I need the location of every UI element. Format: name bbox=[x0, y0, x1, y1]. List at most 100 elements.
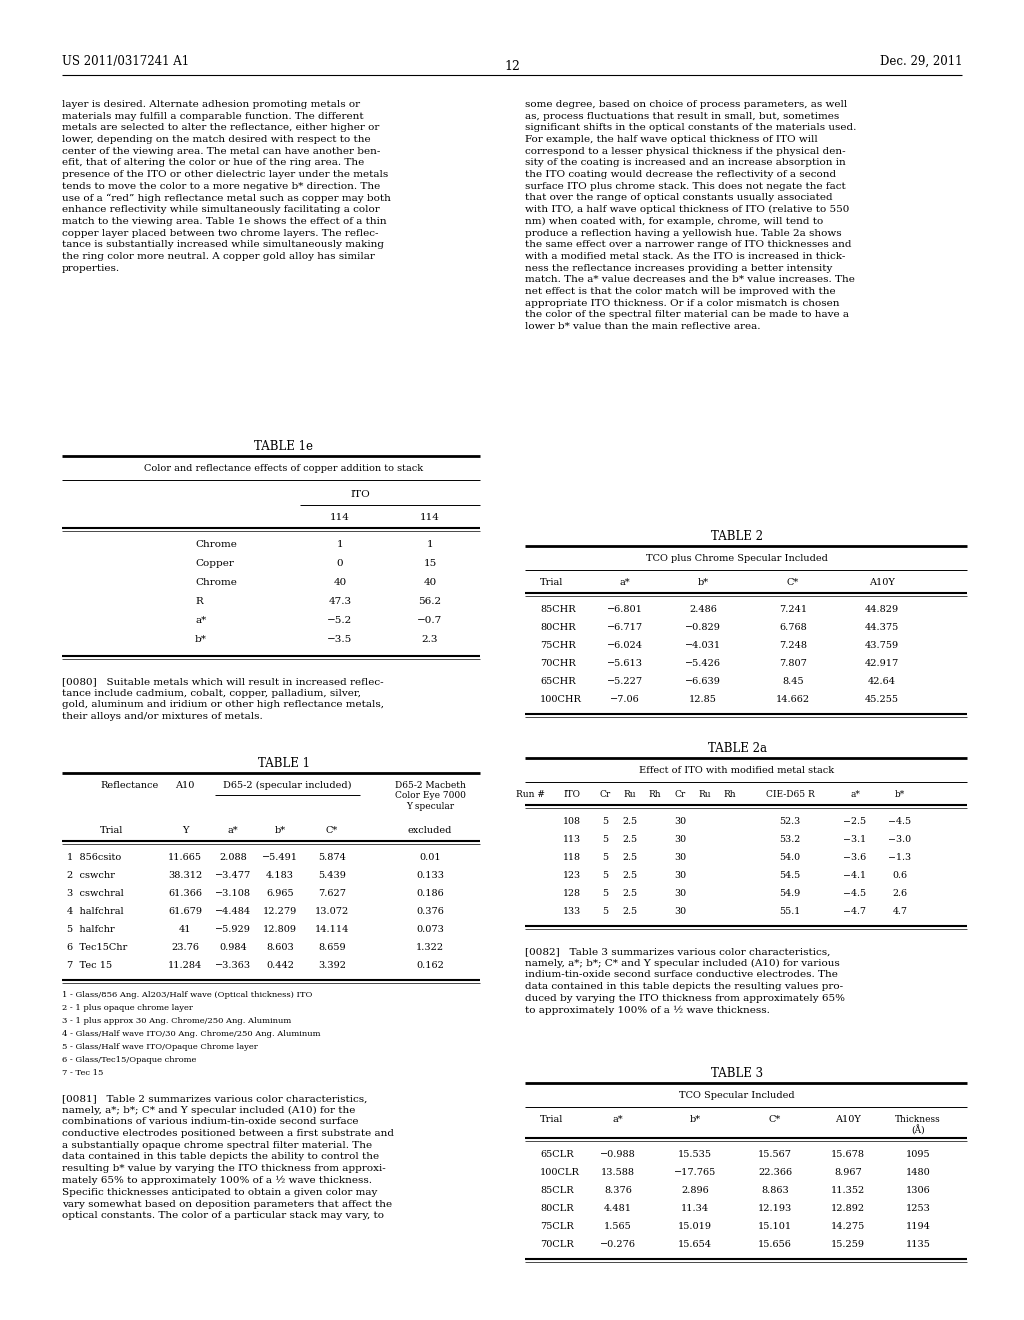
Text: 6.768: 6.768 bbox=[779, 623, 807, 632]
Text: 61.679: 61.679 bbox=[168, 907, 202, 916]
Text: 114: 114 bbox=[420, 513, 440, 521]
Text: 38.312: 38.312 bbox=[168, 871, 202, 880]
Text: 1: 1 bbox=[427, 540, 433, 549]
Text: 2.5: 2.5 bbox=[623, 836, 638, 843]
Text: 1095: 1095 bbox=[905, 1150, 931, 1159]
Text: 2.5: 2.5 bbox=[623, 888, 638, 898]
Text: 8.659: 8.659 bbox=[318, 942, 346, 952]
Text: 30: 30 bbox=[674, 871, 686, 880]
Text: a*: a* bbox=[195, 616, 206, 624]
Text: 15.656: 15.656 bbox=[758, 1239, 792, 1249]
Text: Trial: Trial bbox=[100, 826, 123, 836]
Text: 15.101: 15.101 bbox=[758, 1222, 792, 1232]
Text: 15: 15 bbox=[423, 558, 436, 568]
Text: a*: a* bbox=[227, 826, 239, 836]
Text: −5.2: −5.2 bbox=[328, 616, 352, 624]
Text: 1253: 1253 bbox=[905, 1204, 931, 1213]
Text: [0080]   Suitable metals which will result in increased reflec-
tance include ca: [0080] Suitable metals which will result… bbox=[62, 677, 384, 721]
Text: C*: C* bbox=[326, 826, 338, 836]
Text: Ru: Ru bbox=[624, 789, 636, 799]
Text: b*: b* bbox=[689, 1115, 700, 1125]
Text: 12.85: 12.85 bbox=[689, 696, 717, 704]
Text: 2.5: 2.5 bbox=[623, 853, 638, 862]
Text: 5: 5 bbox=[602, 907, 608, 916]
Text: 7 - Tec 15: 7 - Tec 15 bbox=[62, 1069, 103, 1077]
Text: excluded: excluded bbox=[408, 826, 453, 836]
Text: 1: 1 bbox=[337, 540, 343, 549]
Text: 0.442: 0.442 bbox=[266, 961, 294, 970]
Text: 6.965: 6.965 bbox=[266, 888, 294, 898]
Text: Chrome: Chrome bbox=[195, 540, 237, 549]
Text: 30: 30 bbox=[674, 817, 686, 826]
Text: 12: 12 bbox=[504, 59, 520, 73]
Text: −4.031: −4.031 bbox=[685, 642, 721, 649]
Text: 1.322: 1.322 bbox=[416, 942, 444, 952]
Text: −3.6: −3.6 bbox=[844, 853, 866, 862]
Text: A10Y: A10Y bbox=[835, 1115, 861, 1125]
Text: C*: C* bbox=[769, 1115, 781, 1125]
Text: 30: 30 bbox=[674, 907, 686, 916]
Text: [0081]   Table 2 summarizes various color characteristics,
namely, a*; b*; C* an: [0081] Table 2 summarizes various color … bbox=[62, 1094, 394, 1220]
Text: 128: 128 bbox=[563, 888, 581, 898]
Text: 11.665: 11.665 bbox=[168, 853, 202, 862]
Text: Chrome: Chrome bbox=[195, 578, 237, 587]
Text: 54.5: 54.5 bbox=[779, 871, 801, 880]
Text: 3.392: 3.392 bbox=[318, 961, 346, 970]
Text: A10: A10 bbox=[175, 781, 195, 789]
Text: −3.5: −3.5 bbox=[328, 635, 352, 644]
Text: 7  Tec 15: 7 Tec 15 bbox=[67, 961, 112, 970]
Text: 5: 5 bbox=[602, 817, 608, 826]
Text: 75CLR: 75CLR bbox=[540, 1222, 573, 1232]
Text: 8.45: 8.45 bbox=[782, 677, 804, 686]
Text: US 2011/0317241 A1: US 2011/0317241 A1 bbox=[62, 55, 189, 69]
Text: 75CHR: 75CHR bbox=[540, 642, 575, 649]
Text: −3.108: −3.108 bbox=[215, 888, 251, 898]
Text: 100CLR: 100CLR bbox=[540, 1168, 580, 1177]
Text: 8.603: 8.603 bbox=[266, 942, 294, 952]
Text: layer is desired. Alternate adhesion promoting metals or
materials may fulfill a: layer is desired. Alternate adhesion pro… bbox=[62, 100, 391, 273]
Text: 42.917: 42.917 bbox=[865, 659, 899, 668]
Text: 40: 40 bbox=[423, 578, 436, 587]
Text: 7.248: 7.248 bbox=[779, 642, 807, 649]
Text: 30: 30 bbox=[674, 836, 686, 843]
Text: 11.34: 11.34 bbox=[681, 1204, 709, 1213]
Text: −6.717: −6.717 bbox=[607, 623, 643, 632]
Text: 40: 40 bbox=[334, 578, 347, 587]
Text: Effect of ITO with modified metal stack: Effect of ITO with modified metal stack bbox=[639, 766, 835, 775]
Text: −17.765: −17.765 bbox=[674, 1168, 716, 1177]
Text: 4.183: 4.183 bbox=[266, 871, 294, 880]
Text: TABLE 2a: TABLE 2a bbox=[708, 742, 767, 755]
Text: 113: 113 bbox=[563, 836, 581, 843]
Text: 2.5: 2.5 bbox=[623, 907, 638, 916]
Text: −5.491: −5.491 bbox=[262, 853, 298, 862]
Text: 14.275: 14.275 bbox=[830, 1222, 865, 1232]
Text: 41: 41 bbox=[179, 925, 191, 935]
Text: TCO plus Chrome Specular Included: TCO plus Chrome Specular Included bbox=[646, 554, 828, 564]
Text: TABLE 3: TABLE 3 bbox=[711, 1067, 763, 1080]
Text: R: R bbox=[195, 597, 203, 606]
Text: 7.627: 7.627 bbox=[318, 888, 346, 898]
Text: −2.5: −2.5 bbox=[844, 817, 866, 826]
Text: D65-2 Macbeth
Color Eye 7000
Y specular: D65-2 Macbeth Color Eye 7000 Y specular bbox=[394, 781, 466, 810]
Text: −4.7: −4.7 bbox=[844, 907, 866, 916]
Text: 5  halfchr: 5 halfchr bbox=[67, 925, 115, 935]
Text: 118: 118 bbox=[563, 853, 581, 862]
Text: Cr: Cr bbox=[675, 789, 686, 799]
Text: 65CLR: 65CLR bbox=[540, 1150, 573, 1159]
Text: b*: b* bbox=[697, 578, 709, 587]
Text: 1 - Glass/856 Ang. Al203/Half wave (Optical thickness) ITO: 1 - Glass/856 Ang. Al203/Half wave (Opti… bbox=[62, 991, 312, 999]
Text: 0.073: 0.073 bbox=[416, 925, 444, 935]
Text: a*: a* bbox=[850, 789, 860, 799]
Text: 55.1: 55.1 bbox=[779, 907, 801, 916]
Text: Rh: Rh bbox=[724, 789, 736, 799]
Text: 15.019: 15.019 bbox=[678, 1222, 712, 1232]
Text: 3 - 1 plus approx 30 Ang. Chrome/250 Ang. Aluminum: 3 - 1 plus approx 30 Ang. Chrome/250 Ang… bbox=[62, 1016, 291, 1026]
Text: −4.484: −4.484 bbox=[215, 907, 251, 916]
Text: Trial: Trial bbox=[540, 578, 563, 587]
Text: 52.3: 52.3 bbox=[779, 817, 801, 826]
Text: CIE-D65 R: CIE-D65 R bbox=[766, 789, 814, 799]
Text: 0.133: 0.133 bbox=[416, 871, 444, 880]
Text: 30: 30 bbox=[674, 853, 686, 862]
Text: 8.376: 8.376 bbox=[604, 1185, 632, 1195]
Text: 4 - Glass/Half wave ITO/30 Ang. Chrome/250 Ang. Aluminum: 4 - Glass/Half wave ITO/30 Ang. Chrome/2… bbox=[62, 1030, 321, 1038]
